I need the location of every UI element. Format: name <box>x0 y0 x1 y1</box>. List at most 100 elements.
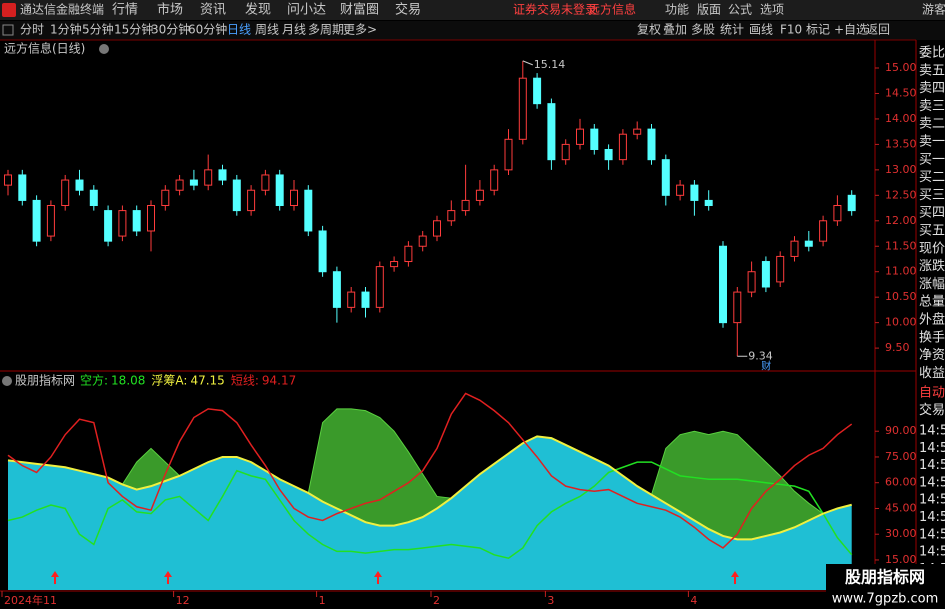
period-tab[interactable]: 30分钟 <box>151 22 190 37</box>
high-pointer <box>522 60 533 66</box>
legend-name: 空方: <box>80 373 108 388</box>
chart-title: 远方信息(日线) <box>4 41 85 56</box>
indicator-title: 股朋指标网 <box>15 373 75 388</box>
candle-body <box>633 128 642 135</box>
tool-button[interactable]: 叠加 <box>663 23 687 37</box>
candle-body <box>204 169 213 186</box>
high-label: 15.14 <box>534 58 566 71</box>
candle-body <box>132 210 141 232</box>
signal-arrows <box>51 571 739 584</box>
tool-button[interactable]: +自选 <box>834 23 868 37</box>
candle-body <box>847 194 856 212</box>
candle-body <box>690 184 699 201</box>
y-tick-label: 15.00 <box>885 553 917 566</box>
period-tab[interactable]: 月线 <box>282 23 306 37</box>
menu-item[interactable]: 资讯 <box>200 3 226 18</box>
y-tick-label: 11.50 <box>885 239 917 252</box>
menu-item[interactable]: 交易 <box>395 2 421 18</box>
quote-label: 卖一 <box>919 135 945 150</box>
quote-label: 卖三 <box>919 99 945 114</box>
trade-time: 14:56 <box>919 527 945 542</box>
watermark-box <box>826 564 945 609</box>
candle-body <box>661 159 670 196</box>
x-tick-label: 2 <box>433 594 440 607</box>
tool-button[interactable]: 画线 <box>749 23 773 37</box>
candle-body <box>347 291 356 308</box>
candle-body <box>819 220 828 242</box>
quote-label: 买一 <box>919 152 945 167</box>
candle-body <box>533 77 542 105</box>
tool-button[interactable]: F10 <box>780 23 802 37</box>
watermark-name: 股朋指标网 <box>845 568 925 587</box>
menu-item[interactable]: 财富圈 <box>340 2 379 18</box>
candle-body <box>704 199 713 207</box>
x-tick-label: 12 <box>176 594 190 607</box>
menu-item[interactable]: 发现 <box>245 2 271 18</box>
candle-body <box>776 255 785 283</box>
y-tick-label: 9.50 <box>885 341 910 354</box>
quote-label: 自动 <box>919 386 945 401</box>
quote-label: 卖二 <box>919 117 945 132</box>
dropdown[interactable] <box>2 376 12 386</box>
buy-arrow <box>51 571 59 584</box>
candle-body <box>447 210 456 222</box>
y-tick-label: 14.50 <box>885 86 917 99</box>
legend-value: 18.08 <box>111 374 145 388</box>
y-tick-label: 12.50 <box>885 188 917 201</box>
tool-button[interactable]: 统计 <box>720 23 744 37</box>
period-tab[interactable]: 更多> <box>343 23 377 37</box>
period-tab[interactable]: 60分钟 <box>188 22 227 37</box>
period-tab[interactable]: 周线 <box>255 23 279 37</box>
quote-label: 总量 <box>919 295 945 310</box>
menu-item[interactable]: 市场 <box>157 2 183 18</box>
x-tick-label: 4 <box>690 594 697 607</box>
tool-button[interactable]: 复权 <box>637 23 661 37</box>
x-tick-label: 3 <box>547 594 554 607</box>
y-tick-label: 11.00 <box>885 265 917 278</box>
candle-body <box>390 261 399 268</box>
y-tick-label: 10.50 <box>885 290 917 303</box>
period-tab[interactable]: 1分钟 <box>50 22 82 37</box>
period-tab[interactable]: 15分钟 <box>114 22 153 37</box>
candle-body <box>461 199 470 212</box>
y-tick-label: 12.00 <box>885 214 917 227</box>
period-tab[interactable]: 分时 <box>20 23 44 37</box>
y-tick-label: 90.00 <box>885 424 917 437</box>
menu-bar <box>0 0 945 20</box>
quote-label: 买四 <box>919 206 945 221</box>
candle-body <box>490 169 499 191</box>
candle-body <box>547 103 556 161</box>
candle-body <box>318 230 327 273</box>
period-tab[interactable]: 多周期 <box>308 23 344 37</box>
y-tick-label: 15.00 <box>885 61 917 74</box>
tool-button[interactable]: 多股 <box>691 23 715 37</box>
tool-button[interactable]: 返回 <box>866 23 890 37</box>
event-tag: 财 <box>761 359 771 372</box>
candle-body <box>747 271 756 293</box>
candle-body <box>275 174 284 207</box>
user[interactable]: 游客 <box>922 2 945 17</box>
menu-item[interactable]: 行情 <box>112 3 138 18</box>
toggle[interactable] <box>2 24 14 36</box>
candle-body <box>104 210 113 242</box>
candle-body <box>232 179 241 212</box>
dropdown[interactable] <box>99 44 109 54</box>
candle-body <box>719 245 727 324</box>
menu-item[interactable]: 功能 <box>665 3 689 17</box>
candle-body <box>290 189 298 207</box>
watermark-url: www.7gpzb.com <box>832 592 939 607</box>
candle-body <box>75 179 84 191</box>
quote-label: 外盘 <box>919 312 945 328</box>
menu-item[interactable]: 问小达 <box>287 3 326 18</box>
menu-item[interactable]: 公式 <box>728 3 752 17</box>
quote-label: 涨跌 <box>919 258 945 274</box>
quote-label: 现价 <box>919 241 945 256</box>
menu-item[interactable]: 版面 <box>697 3 721 17</box>
period-tab[interactable]: 5分钟 <box>82 22 114 37</box>
series-line <box>7 461 853 560</box>
menu-item[interactable]: 选项 <box>760 3 784 17</box>
candle-body <box>504 138 513 171</box>
candle-body <box>218 169 227 181</box>
period-tab[interactable]: 日线 <box>227 23 251 37</box>
tool-button[interactable]: 标记 <box>806 23 830 37</box>
